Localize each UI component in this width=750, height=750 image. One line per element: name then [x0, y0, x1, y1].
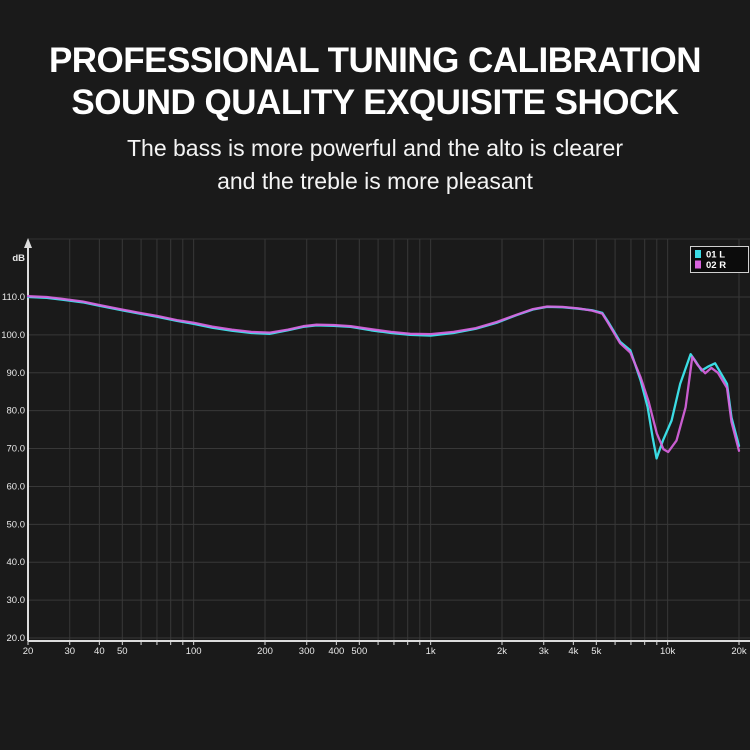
y-tick-label: 60.0 [7, 481, 26, 492]
y-axis-unit-label: dB [12, 253, 25, 264]
y-tick-label: 100.0 [1, 330, 25, 341]
x-tick-label: 20 [23, 646, 34, 657]
y-tick-label: 20.0 [7, 633, 26, 644]
legend-swatch-left [695, 250, 701, 258]
x-tick-label: 2k [497, 646, 507, 657]
subtitle-line-1: The bass is more powerful and the alto i… [126, 135, 624, 161]
legend-label-right: 02 R [706, 260, 726, 271]
subtitle: The bass is more powerful and the alto i… [0, 132, 750, 197]
curve-left [26, 295, 741, 460]
x-tick-label: 200 [257, 646, 273, 657]
legend-swatch-right [695, 260, 701, 269]
legend-label-left: 01 L [706, 250, 725, 261]
x-tick-label: 3k [539, 646, 549, 657]
y-tick-label: 70.0 [7, 444, 26, 455]
x-tick-label: 50 [117, 646, 128, 657]
x-tick-label: 400 [328, 646, 344, 657]
x-tick-label: 5k [591, 646, 601, 657]
y-tick-label: 90.0 [7, 368, 26, 379]
subtitle-line-2: and the treble is more pleasant [217, 167, 533, 194]
x-tick-label: 10k [660, 646, 676, 657]
x-tick-label: 20k [731, 646, 747, 657]
y-tick-label: 40.0 [7, 557, 26, 568]
header: PROFESSIONAL TUNING CALIBRATION SOUND QU… [0, 40, 750, 197]
x-tick-label: 500 [351, 646, 367, 657]
title-line-2: SOUND QUALITY EXQUISITE SHOCK [71, 83, 679, 122]
y-tick-label: 50.0 [7, 519, 26, 530]
x-tick-label: 100 [186, 646, 202, 657]
curve-right [26, 295, 741, 454]
x-tick-label: 1k [426, 646, 436, 657]
x-tick-label: 30 [64, 646, 75, 657]
y-tick-label: 110.0 [2, 292, 25, 303]
y-tick-label: 80.0 [7, 406, 26, 417]
y-axis-arrow [24, 238, 32, 248]
x-tick-label: 300 [299, 646, 315, 657]
title-line-1: PROFESSIONAL TUNING CALIBRATION [48, 41, 702, 80]
y-tick-label: 30.0 [7, 595, 26, 606]
x-tick-label: 40 [94, 646, 105, 657]
x-tick-label: 4k [568, 646, 578, 657]
